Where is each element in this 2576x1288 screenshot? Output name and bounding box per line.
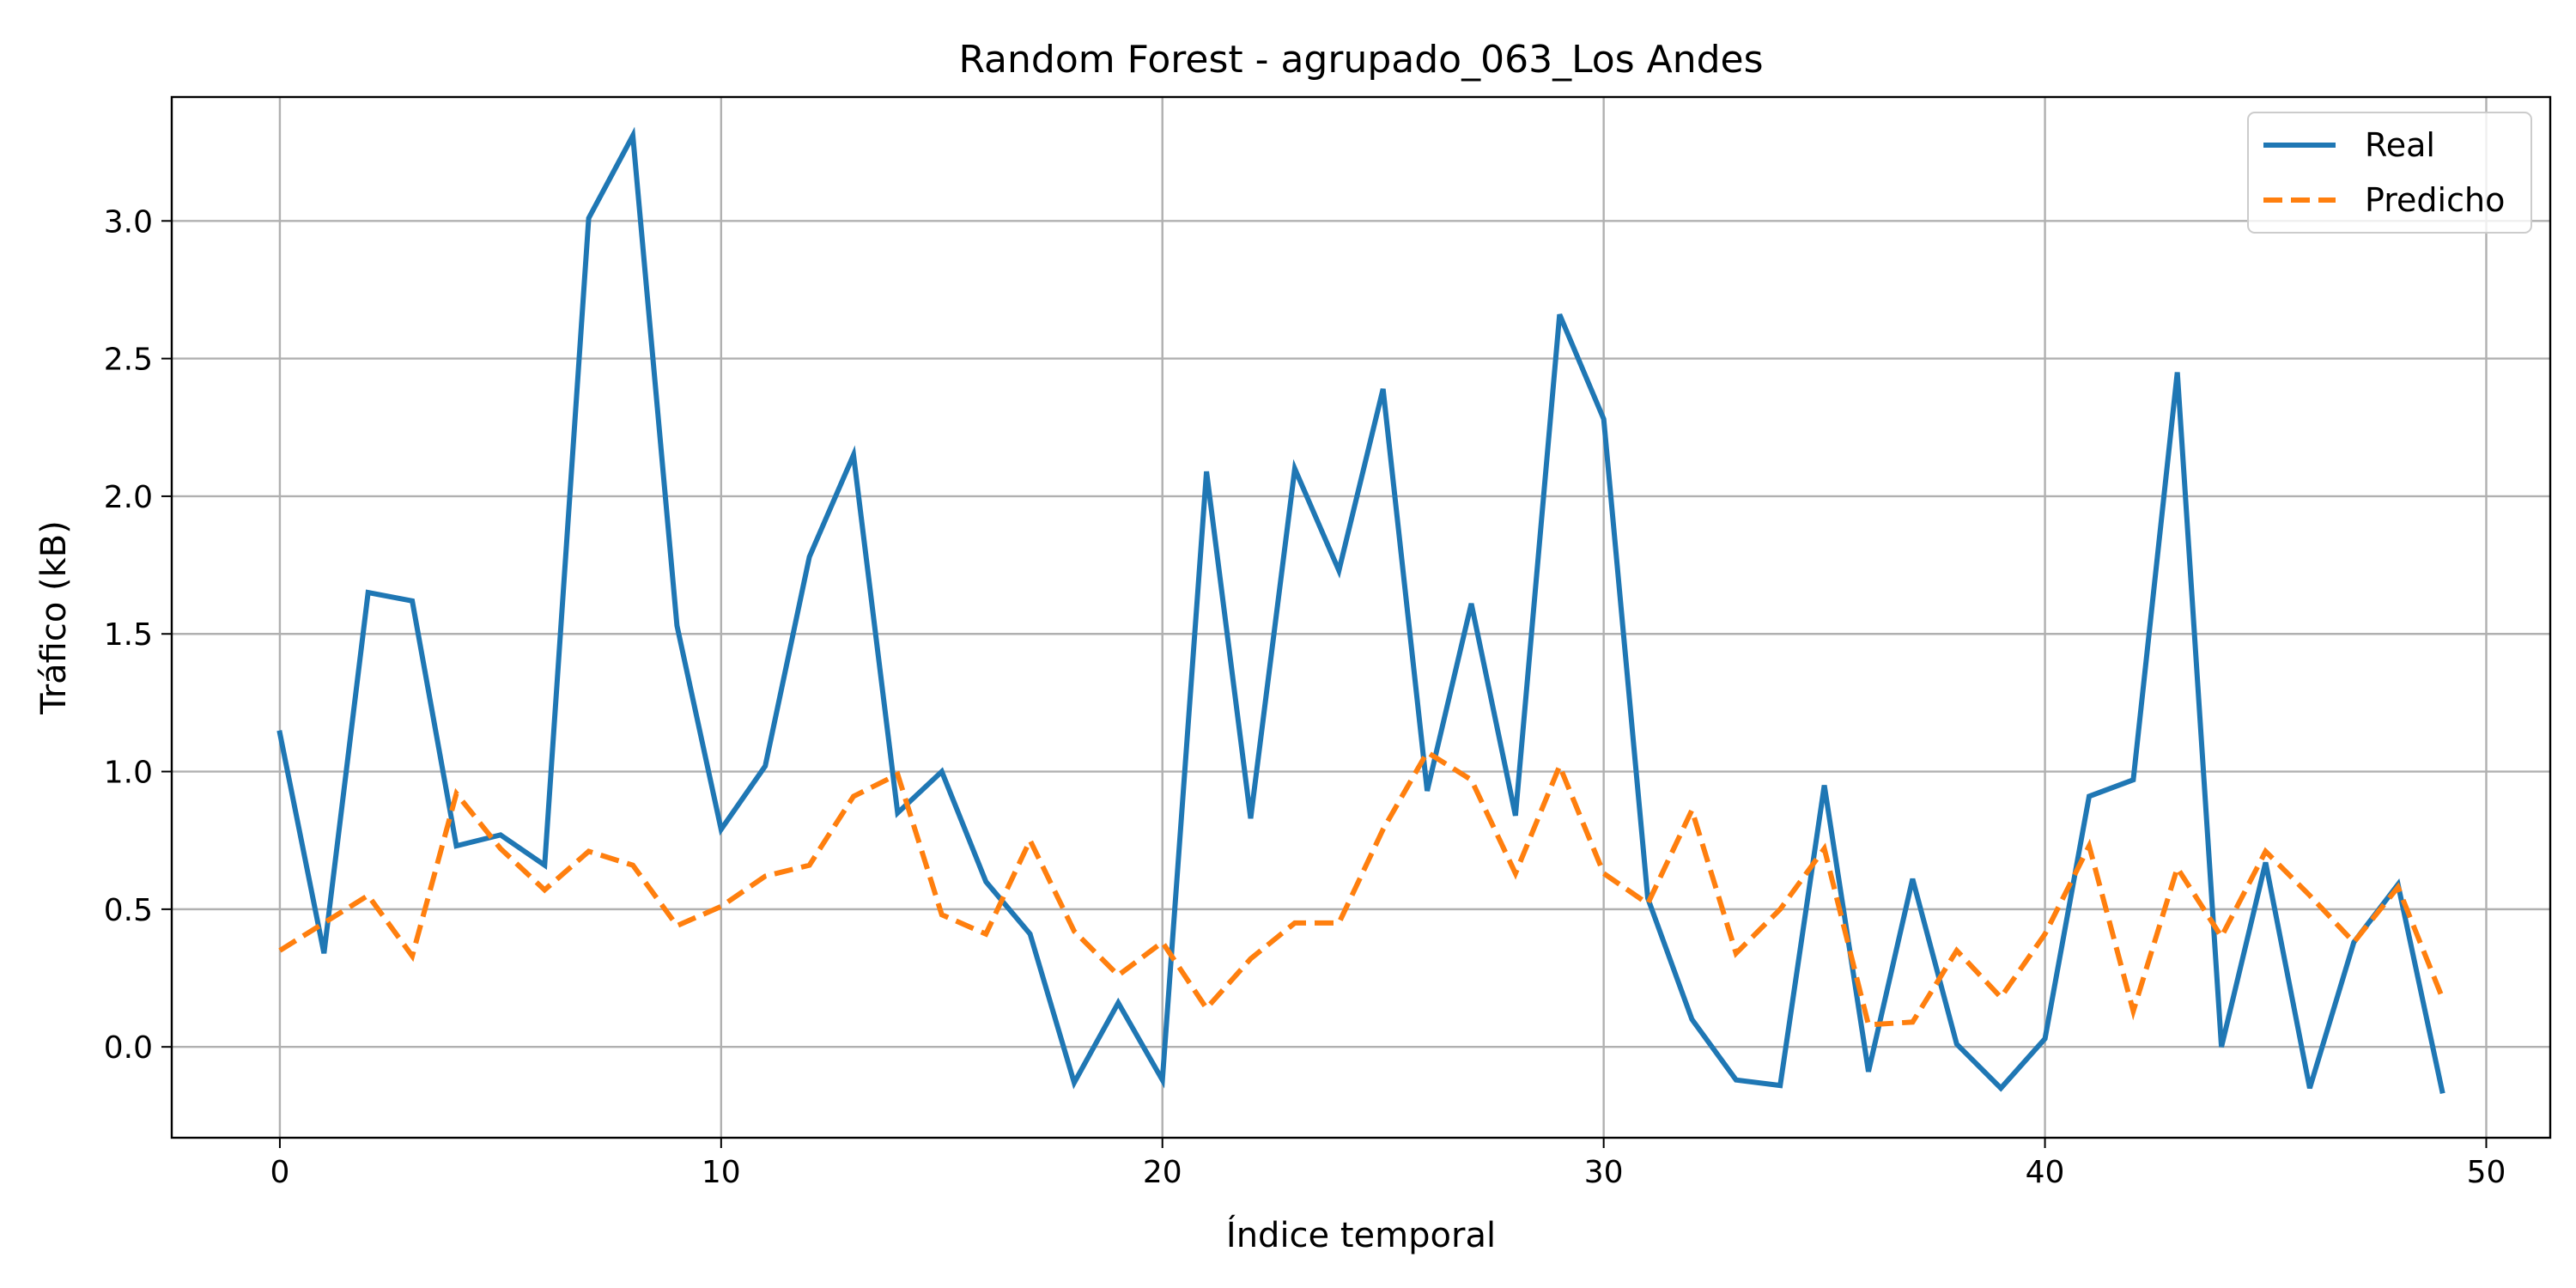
y-tick-label: 2.5 xyxy=(104,343,153,378)
x-tick-label: 10 xyxy=(702,1155,741,1190)
y-tick-label: 3.0 xyxy=(104,204,153,240)
y-tick-label: 2.0 xyxy=(104,480,153,515)
legend-label-real: Real xyxy=(2365,126,2435,164)
x-tick-label: 20 xyxy=(1143,1155,1182,1190)
plot-frame xyxy=(170,95,2552,1139)
y-tick-label: 0.5 xyxy=(104,893,153,928)
series-layer xyxy=(276,126,2445,1095)
y-tick-label: 0.0 xyxy=(104,1030,153,1066)
x-tick-label: 40 xyxy=(2026,1155,2065,1190)
series-line-real xyxy=(276,126,2445,1095)
x-axis: 0 10 20 30 40 50 xyxy=(270,1138,2506,1190)
y-axis: 0.0 0.5 1.0 1.5 2.0 2.5 3.0 xyxy=(104,204,172,1066)
x-axis-label: Índice temporal xyxy=(1226,1214,1496,1255)
y-tick-label: 1.5 xyxy=(104,617,153,653)
x-tick-label: 0 xyxy=(270,1155,289,1190)
x-tick-label: 30 xyxy=(1584,1155,1624,1190)
series-line-predicho xyxy=(278,748,2445,1028)
x-tick-label: 50 xyxy=(2467,1155,2506,1190)
y-axis-label: Tráfico (kB) xyxy=(34,520,74,715)
legend: Real Predicho xyxy=(2247,112,2532,234)
y-tick-label: 1.0 xyxy=(104,756,153,791)
chart-title: Random Forest - agrupado_063_Los Andes xyxy=(958,38,1763,82)
legend-label-predicho: Predicho xyxy=(2365,181,2505,219)
